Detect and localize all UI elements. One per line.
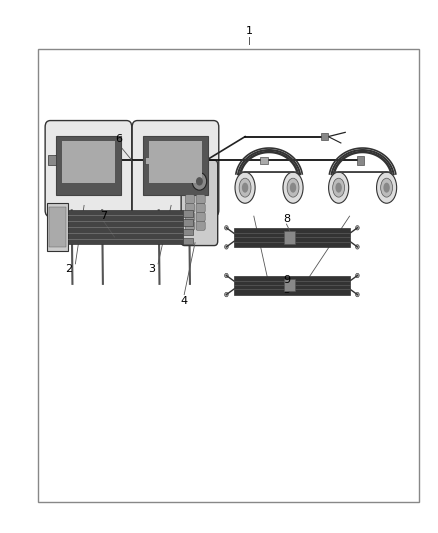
Circle shape: [356, 273, 359, 278]
Circle shape: [225, 273, 228, 278]
Bar: [260, 157, 268, 164]
Bar: [62, 141, 115, 183]
Circle shape: [356, 245, 359, 249]
Text: 9: 9: [283, 274, 290, 285]
Circle shape: [356, 293, 359, 297]
Bar: [234, 276, 350, 295]
Ellipse shape: [239, 178, 251, 197]
Bar: [145, 157, 153, 164]
Bar: [149, 141, 202, 183]
FancyBboxPatch shape: [196, 204, 205, 213]
FancyBboxPatch shape: [185, 213, 194, 221]
Text: 6: 6: [115, 134, 122, 144]
Circle shape: [196, 177, 203, 185]
Bar: [321, 133, 328, 140]
Bar: [143, 136, 208, 195]
Text: 8: 8: [283, 214, 290, 224]
Circle shape: [225, 293, 228, 297]
Bar: [68, 209, 184, 244]
FancyBboxPatch shape: [181, 160, 218, 246]
FancyBboxPatch shape: [196, 221, 205, 230]
Bar: [47, 203, 68, 251]
Bar: [184, 238, 193, 244]
Text: 2: 2: [65, 264, 72, 274]
Ellipse shape: [242, 183, 248, 192]
Bar: [39, 49, 419, 503]
Ellipse shape: [377, 172, 397, 203]
Ellipse shape: [287, 178, 299, 197]
Bar: [184, 211, 193, 216]
Bar: [284, 231, 295, 244]
FancyBboxPatch shape: [185, 204, 194, 213]
Text: 4: 4: [180, 296, 188, 306]
Bar: [56, 136, 121, 195]
Bar: [48, 155, 56, 165]
Ellipse shape: [328, 172, 349, 203]
Text: 1: 1: [246, 26, 253, 36]
FancyBboxPatch shape: [185, 221, 194, 230]
Bar: [49, 207, 66, 247]
Ellipse shape: [383, 183, 390, 192]
Ellipse shape: [333, 178, 345, 197]
Ellipse shape: [290, 183, 296, 192]
Ellipse shape: [235, 172, 255, 203]
Circle shape: [356, 225, 359, 230]
Bar: [234, 228, 350, 247]
Circle shape: [192, 173, 207, 190]
Circle shape: [225, 225, 228, 230]
Bar: [184, 229, 193, 235]
FancyBboxPatch shape: [185, 195, 194, 204]
Ellipse shape: [283, 172, 303, 203]
FancyBboxPatch shape: [196, 213, 205, 221]
FancyBboxPatch shape: [196, 195, 205, 204]
FancyBboxPatch shape: [132, 120, 219, 216]
Text: 5: 5: [283, 285, 290, 295]
Bar: [357, 156, 364, 165]
Bar: [184, 220, 193, 226]
Ellipse shape: [336, 183, 342, 192]
Text: 3: 3: [148, 264, 155, 274]
Bar: [284, 279, 295, 292]
Text: 7: 7: [100, 211, 107, 221]
Ellipse shape: [381, 178, 392, 197]
Circle shape: [225, 245, 228, 249]
FancyBboxPatch shape: [45, 120, 132, 216]
